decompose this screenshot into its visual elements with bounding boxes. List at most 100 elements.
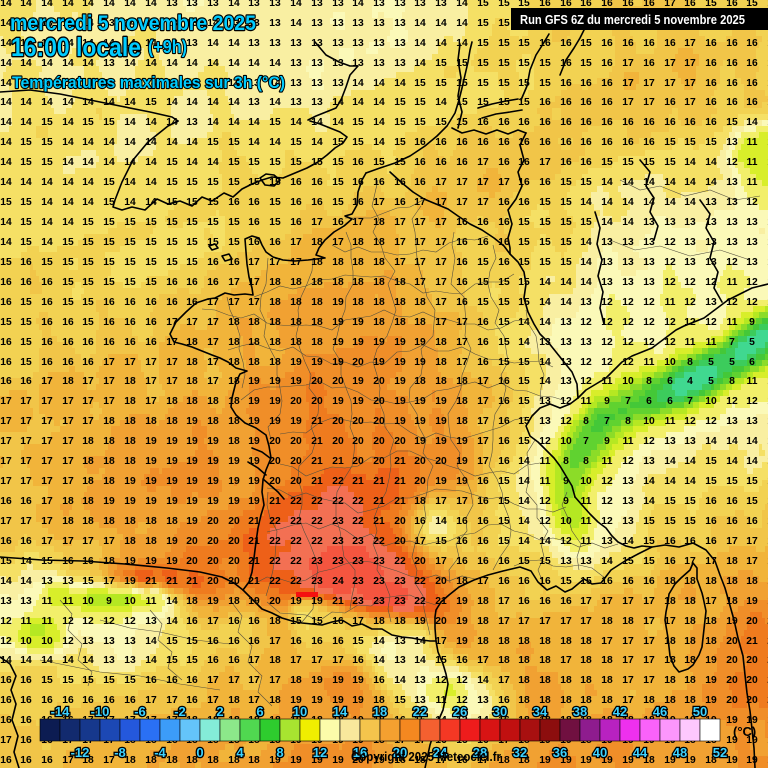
svg-text:16:00 locale: 16:00 locale xyxy=(11,32,141,62)
svg-text:18: 18 xyxy=(124,396,136,407)
svg-text:15: 15 xyxy=(518,257,530,268)
svg-text:14: 14 xyxy=(166,596,178,607)
svg-text:13: 13 xyxy=(394,0,406,9)
svg-text:18: 18 xyxy=(103,516,115,527)
svg-text:13: 13 xyxy=(622,277,634,288)
svg-text:16: 16 xyxy=(414,157,426,168)
svg-text:20: 20 xyxy=(373,436,385,447)
svg-text:17: 17 xyxy=(601,596,613,607)
svg-text:15: 15 xyxy=(705,456,717,467)
svg-text:14: 14 xyxy=(643,197,655,208)
svg-text:21: 21 xyxy=(248,556,260,567)
svg-text:18: 18 xyxy=(62,496,74,507)
svg-text:23: 23 xyxy=(332,556,344,567)
svg-text:(°C): (°C) xyxy=(733,724,756,739)
svg-text:16: 16 xyxy=(560,596,572,607)
svg-text:16: 16 xyxy=(518,177,530,188)
svg-text:17: 17 xyxy=(290,237,302,248)
svg-text:16: 16 xyxy=(248,217,260,228)
svg-text:15: 15 xyxy=(498,18,510,29)
svg-text:15: 15 xyxy=(373,157,385,168)
svg-text:15: 15 xyxy=(186,197,198,208)
svg-text:18: 18 xyxy=(684,655,696,666)
svg-text:15: 15 xyxy=(186,636,198,647)
svg-text:16: 16 xyxy=(290,197,302,208)
svg-text:20: 20 xyxy=(290,396,302,407)
svg-text:14: 14 xyxy=(228,58,240,69)
svg-text:17: 17 xyxy=(643,636,655,647)
svg-text:18: 18 xyxy=(124,516,136,527)
svg-text:13: 13 xyxy=(290,97,302,108)
svg-text:15: 15 xyxy=(498,297,510,308)
svg-text:16: 16 xyxy=(456,237,468,248)
svg-text:14: 14 xyxy=(228,97,240,108)
svg-text:14: 14 xyxy=(0,217,12,228)
svg-text:17: 17 xyxy=(0,735,12,746)
svg-text:14: 14 xyxy=(456,18,468,29)
svg-text:8: 8 xyxy=(729,376,735,387)
svg-text:19: 19 xyxy=(207,596,219,607)
svg-text:14: 14 xyxy=(124,157,136,168)
svg-text:13: 13 xyxy=(186,0,198,9)
svg-text:15: 15 xyxy=(166,177,178,188)
svg-text:14: 14 xyxy=(82,137,94,148)
svg-text:18: 18 xyxy=(103,476,115,487)
svg-text:14: 14 xyxy=(20,0,32,9)
svg-text:14: 14 xyxy=(82,0,94,9)
svg-text:18: 18 xyxy=(269,357,281,368)
svg-text:17: 17 xyxy=(207,616,219,627)
svg-text:14: 14 xyxy=(166,616,178,627)
svg-text:19: 19 xyxy=(705,675,717,686)
svg-text:17: 17 xyxy=(539,157,551,168)
svg-text:16: 16 xyxy=(456,556,468,567)
svg-text:12: 12 xyxy=(746,297,758,308)
svg-text:22: 22 xyxy=(290,576,302,587)
svg-text:19: 19 xyxy=(124,496,136,507)
svg-text:11: 11 xyxy=(685,337,696,348)
svg-text:14: 14 xyxy=(435,97,447,108)
svg-text:14: 14 xyxy=(664,456,676,467)
svg-text:15: 15 xyxy=(207,197,219,208)
svg-text:14: 14 xyxy=(0,97,12,108)
svg-text:13: 13 xyxy=(664,436,676,447)
svg-text:17: 17 xyxy=(643,97,655,108)
svg-text:13: 13 xyxy=(601,257,613,268)
svg-text:18: 18 xyxy=(580,675,592,686)
svg-text:12: 12 xyxy=(580,317,592,328)
svg-text:17: 17 xyxy=(684,38,696,49)
svg-text:12: 12 xyxy=(622,357,634,368)
svg-text:19: 19 xyxy=(228,496,240,507)
svg-text:23: 23 xyxy=(394,576,406,587)
svg-text:15: 15 xyxy=(518,277,530,288)
svg-text:16: 16 xyxy=(20,536,32,547)
svg-text:17: 17 xyxy=(435,317,447,328)
svg-text:12: 12 xyxy=(124,616,136,627)
svg-text:13: 13 xyxy=(373,38,385,49)
svg-text:13: 13 xyxy=(746,237,758,248)
svg-text:26: 26 xyxy=(453,704,467,719)
svg-text:19: 19 xyxy=(145,496,157,507)
svg-text:17: 17 xyxy=(684,58,696,69)
svg-text:14: 14 xyxy=(166,117,178,128)
svg-text:20: 20 xyxy=(290,456,302,467)
svg-text:19: 19 xyxy=(373,337,385,348)
svg-text:18: 18 xyxy=(456,376,468,387)
svg-text:22: 22 xyxy=(414,596,426,607)
svg-text:15: 15 xyxy=(269,117,281,128)
svg-text:16: 16 xyxy=(456,157,468,168)
svg-text:17: 17 xyxy=(580,596,592,607)
svg-text:14: 14 xyxy=(62,137,74,148)
svg-text:16: 16 xyxy=(477,337,489,348)
svg-text:19: 19 xyxy=(435,436,447,447)
svg-text:20: 20 xyxy=(746,655,758,666)
svg-text:15: 15 xyxy=(62,237,74,248)
svg-text:17: 17 xyxy=(352,616,364,627)
svg-text:20: 20 xyxy=(269,456,281,467)
svg-text:16: 16 xyxy=(269,237,281,248)
svg-text:15: 15 xyxy=(643,157,655,168)
svg-text:14: 14 xyxy=(124,117,136,128)
svg-text:19: 19 xyxy=(601,755,613,766)
svg-text:17: 17 xyxy=(622,58,634,69)
svg-text:14: 14 xyxy=(684,476,696,487)
svg-text:18: 18 xyxy=(228,436,240,447)
